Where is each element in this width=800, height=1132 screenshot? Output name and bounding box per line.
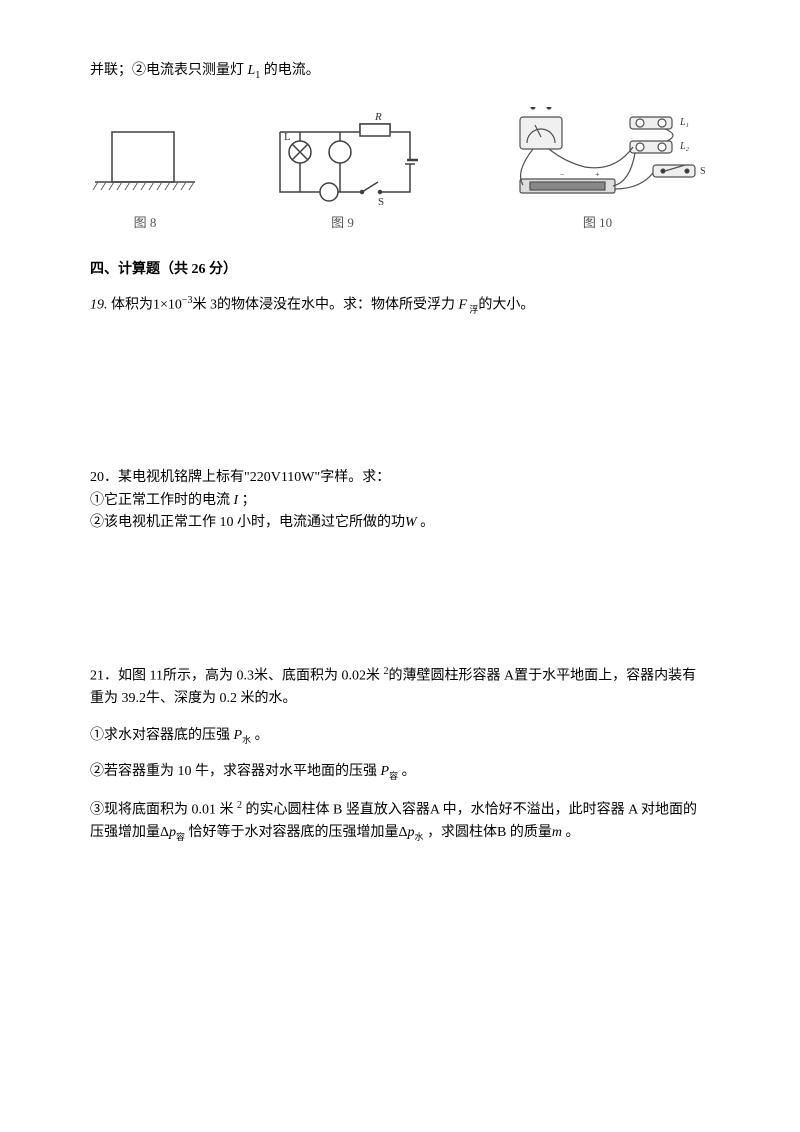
section-4-title: 四、计算题（共 26 分） [90,259,710,281]
q21-p3: p [169,825,176,840]
fig9-S-label: S [378,196,384,207]
q21-sub3d: ，求圆柱体B 的质量 [424,825,552,840]
fig10-S-label: S [700,166,706,177]
fig9-R-label: R [374,112,382,123]
intro-line: 并联；②电流表只测量灯 L1 的电流。 [90,60,710,84]
q20-main-line: 20．某电视机铭牌上标有"220V110W"字样。求： [90,467,710,489]
q21-sub3: ③现将底面积为 0.01 米 2 的实心圆柱体 B 竖直放入容器A 中，水恰好不… [90,798,710,844]
svg-text:+: + [595,170,600,179]
q21-main: 21．如图 11所示，高为 0.3米、底面积为 0.02米 2的薄壁圆柱形容器 … [90,664,710,710]
q21-sub2a: ②若容器重为 10 牛，求容器对水平地面的压强 [90,764,381,779]
q21-sub3a: ③现将底面积为 0.01 米 [90,802,237,817]
q20-num: 20． [90,470,118,485]
q21-sub-rong: 容 [389,771,398,781]
question-20: 20．某电视机铭牌上标有"220V110W"字样。求： ①它正常工作时的电流 I… [90,467,710,534]
q21-m: m [552,825,562,840]
q19-F: F [459,298,468,313]
q19-text-c: 的大小。 [478,298,534,313]
question-19: 19. 体积为1×10−3米 3的物体浸没在水中。求：物体所受浮力 F 浮的大小… [90,293,710,317]
fig9-caption: 图 9 [331,213,354,234]
q21-sub-water1: 水 [242,735,251,745]
figure-8-svg [90,112,200,207]
q20-sub2: ②该电视机正常工作 10 小时，电流通过它所做的功W 。 [90,512,710,534]
figures-row: 图 8 R L S [90,104,710,234]
q20-line2a: ②该电视机正常工作 10 小时，电流通过它所做的功 [90,515,405,530]
fig9-L-label: L [284,131,291,143]
figure-9-svg: R L S [260,112,425,207]
q21-sub-rong2: 容 [176,831,185,841]
figure-10-container: L₁ L₂ S − + 图 10 [485,107,710,234]
figure-8-container: 图 8 [90,112,200,234]
q20-line1a: ①它正常工作时的电流 [90,493,234,508]
q21-num: 21． [90,669,118,684]
question-21: 21．如图 11所示，高为 0.3米、底面积为 0.02米 2的薄壁圆柱形容器 … [90,664,710,844]
fig10-caption: 图 10 [583,213,612,234]
q20-main: 某电视机铭牌上标有"220V110W"字样。求： [118,470,390,485]
q21-sub1b: 。 [251,728,269,743]
q21-sub3e: 。 [562,825,580,840]
q19-num: 19. [90,298,108,313]
q21-p4: p [408,825,415,840]
svg-text:−: − [560,170,565,179]
q21-sub2: ②若容器重为 10 牛，求容器对水平地面的压强 P容 。 [90,761,710,783]
q19-exp: −3 [182,295,193,306]
gap-after-q20 [90,544,710,664]
figure-9-container: R L S 图 9 [260,112,425,234]
q21-P1: P [234,728,243,743]
fig10-L2-label: L₂ [679,141,690,152]
q21-sub2b: 。 [398,764,416,779]
intro-suffix: 的电流。 [260,63,320,78]
q19-text-a: 体积为1×10 [108,298,182,313]
q20-line2b: 。 [417,515,435,530]
gap-after-q19 [90,327,710,467]
q19-text-b: 米 3的物体浸没在水中。求：物体所受浮力 [193,298,459,313]
q21-sub3c: 恰好等于水对容器底的压强增加量Δ [185,825,408,840]
q20-W: W [405,515,417,530]
figure-10-svg: L₁ L₂ S − + [485,107,710,207]
q19-sub-fu: 浮 [467,305,478,315]
q20-line1b: ； [238,493,256,508]
q20-sub1: ①它正常工作时的电流 I ； [90,490,710,512]
fig8-caption: 图 8 [134,213,157,234]
q21-sub1: ①求水对容器底的压强 P水 。 [90,725,710,747]
intro-prefix: 并联；②电流表只测量灯 [90,63,248,78]
fig10-L1-label: L₁ [679,117,689,128]
q21-P2: P [381,764,390,779]
q21-sub-water2: 水 [415,831,424,841]
q21-text-a: 如图 11所示，高为 0.3米、底面积为 0.02米 [118,669,383,684]
q21-sub1a: ①求水对容器底的压强 [90,728,234,743]
